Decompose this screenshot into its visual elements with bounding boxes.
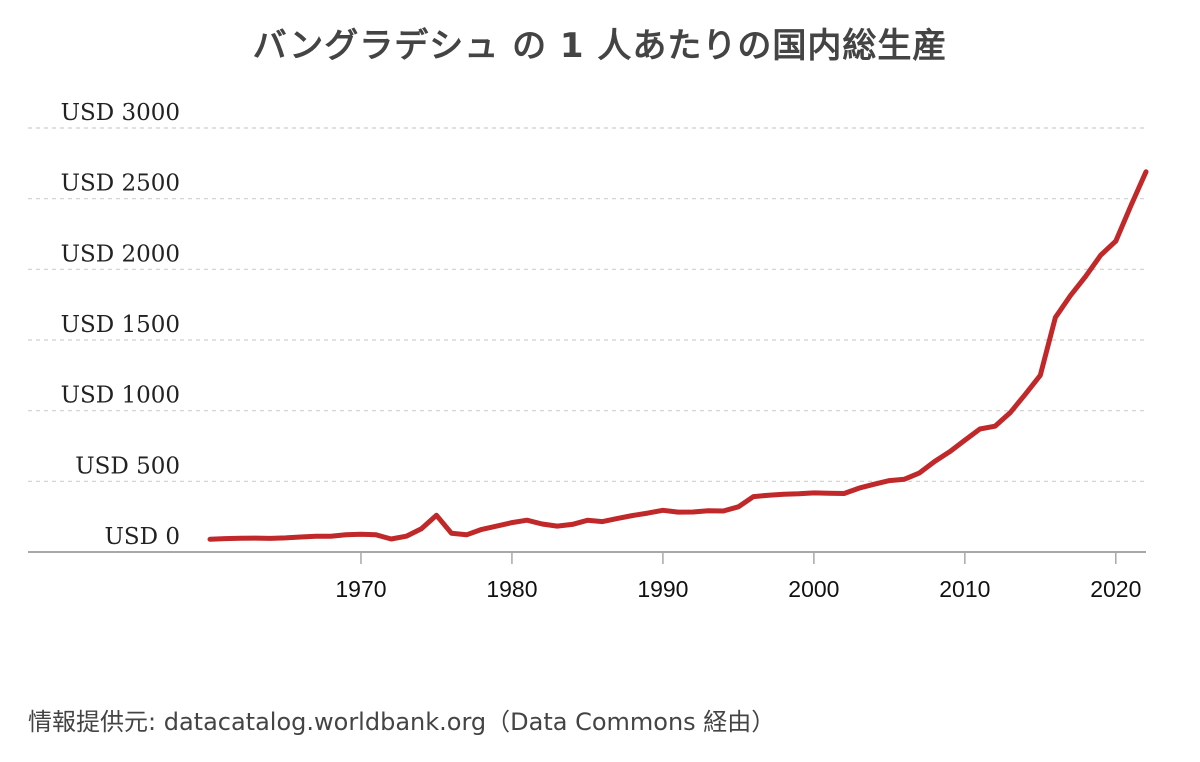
chart-title: バングラデシュ の 1 人あたりの国内総生産 [252, 26, 948, 66]
x-tick-label: 1970 [335, 576, 386, 602]
y-tick-label: USD 2500 [61, 171, 180, 197]
y-axis-labels: USD 0 USD 500 USD 1000 USD 1500 USD 2000 USD … [61, 100, 180, 550]
y-tick-label: USD 3000 [61, 100, 180, 126]
line-chart: USD 0 USD 500 USD 1000 USD 1500 USD 2000 USD … [28, 100, 1149, 602]
grid-lines [28, 127, 1146, 482]
y-tick-label: USD 1000 [61, 383, 180, 409]
y-tick-label: USD 500 [75, 453, 180, 479]
x-axis-ticks: 1970 1980 1990 2000 2010 2020 [335, 552, 1141, 602]
x-tick-label: 1980 [486, 576, 537, 602]
y-tick-label: USD 0 [104, 524, 180, 550]
y-tick-label: USD 1500 [61, 312, 180, 338]
x-tick-label: 1990 [637, 576, 688, 602]
series-line [207, 169, 1149, 542]
x-tick-label: 2000 [788, 576, 839, 602]
y-tick-label: USD 2000 [61, 241, 180, 267]
source-note: 情報提供元: datacatalog.worldbank.org（Data Co… [28, 708, 776, 736]
x-tick-label: 2010 [939, 576, 990, 602]
x-tick-label: 2020 [1090, 576, 1141, 602]
